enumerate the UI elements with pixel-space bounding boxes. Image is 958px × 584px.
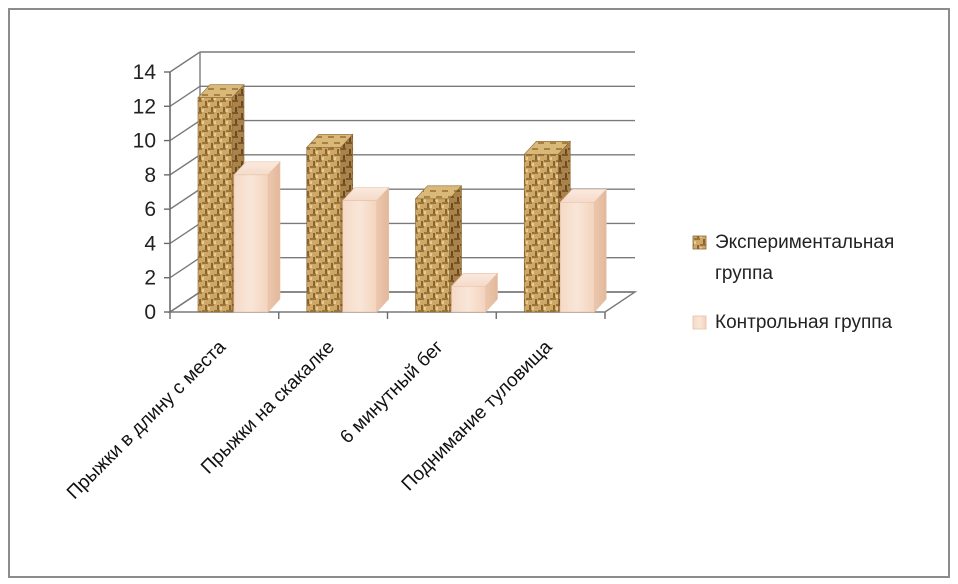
bar-side (593, 188, 607, 313)
gridline-side (169, 257, 201, 279)
bar (233, 174, 269, 313)
gridline-side (169, 188, 201, 210)
bar-series-2 (342, 186, 390, 313)
legend-label: Экспериментальная (715, 232, 894, 253)
y-tick-label: 10 (133, 130, 156, 153)
gridline-side (169, 51, 201, 73)
y-tick-label: 8 (144, 164, 156, 187)
y-tick-label: 6 (144, 198, 156, 221)
legend-swatch (692, 235, 707, 250)
bar-series-1 (414, 185, 463, 313)
legend: Экспериментальная группа Контрольная групп… (692, 232, 894, 333)
bar-series-2 (559, 188, 607, 313)
y-tick-label: 4 (144, 232, 156, 255)
legend-label: Контрольная группа (715, 312, 893, 333)
x-category-label: 6 минутный бег (336, 337, 447, 448)
bar (559, 201, 595, 313)
gridline-side (169, 154, 201, 176)
bar (451, 285, 486, 313)
bar (415, 198, 450, 313)
y-tick-label: 14 (133, 61, 157, 84)
gridline-side (169, 119, 201, 142)
y-tick-label: 2 (144, 267, 156, 290)
y-tick-label: 12 (133, 95, 156, 118)
chart-frame: 0 2 4 6 8 10 12 14 Прыжки в длину с места Прыжки … (8, 8, 950, 578)
bar-series-2 (233, 161, 281, 313)
bar-side (267, 161, 281, 313)
legend-label: группа (715, 263, 773, 284)
bar-series-2 (450, 272, 499, 313)
gridline-side (169, 85, 201, 107)
legend-swatch (692, 315, 707, 330)
gridline-side (169, 222, 201, 245)
bar (523, 153, 559, 313)
bar (197, 97, 233, 313)
bars (197, 83, 607, 313)
bar (306, 147, 342, 313)
x-category-label: Прыжки в длину с места (63, 336, 230, 503)
y-tick-label: 0 (144, 301, 156, 324)
bar (342, 200, 378, 313)
bar-side (376, 186, 390, 313)
